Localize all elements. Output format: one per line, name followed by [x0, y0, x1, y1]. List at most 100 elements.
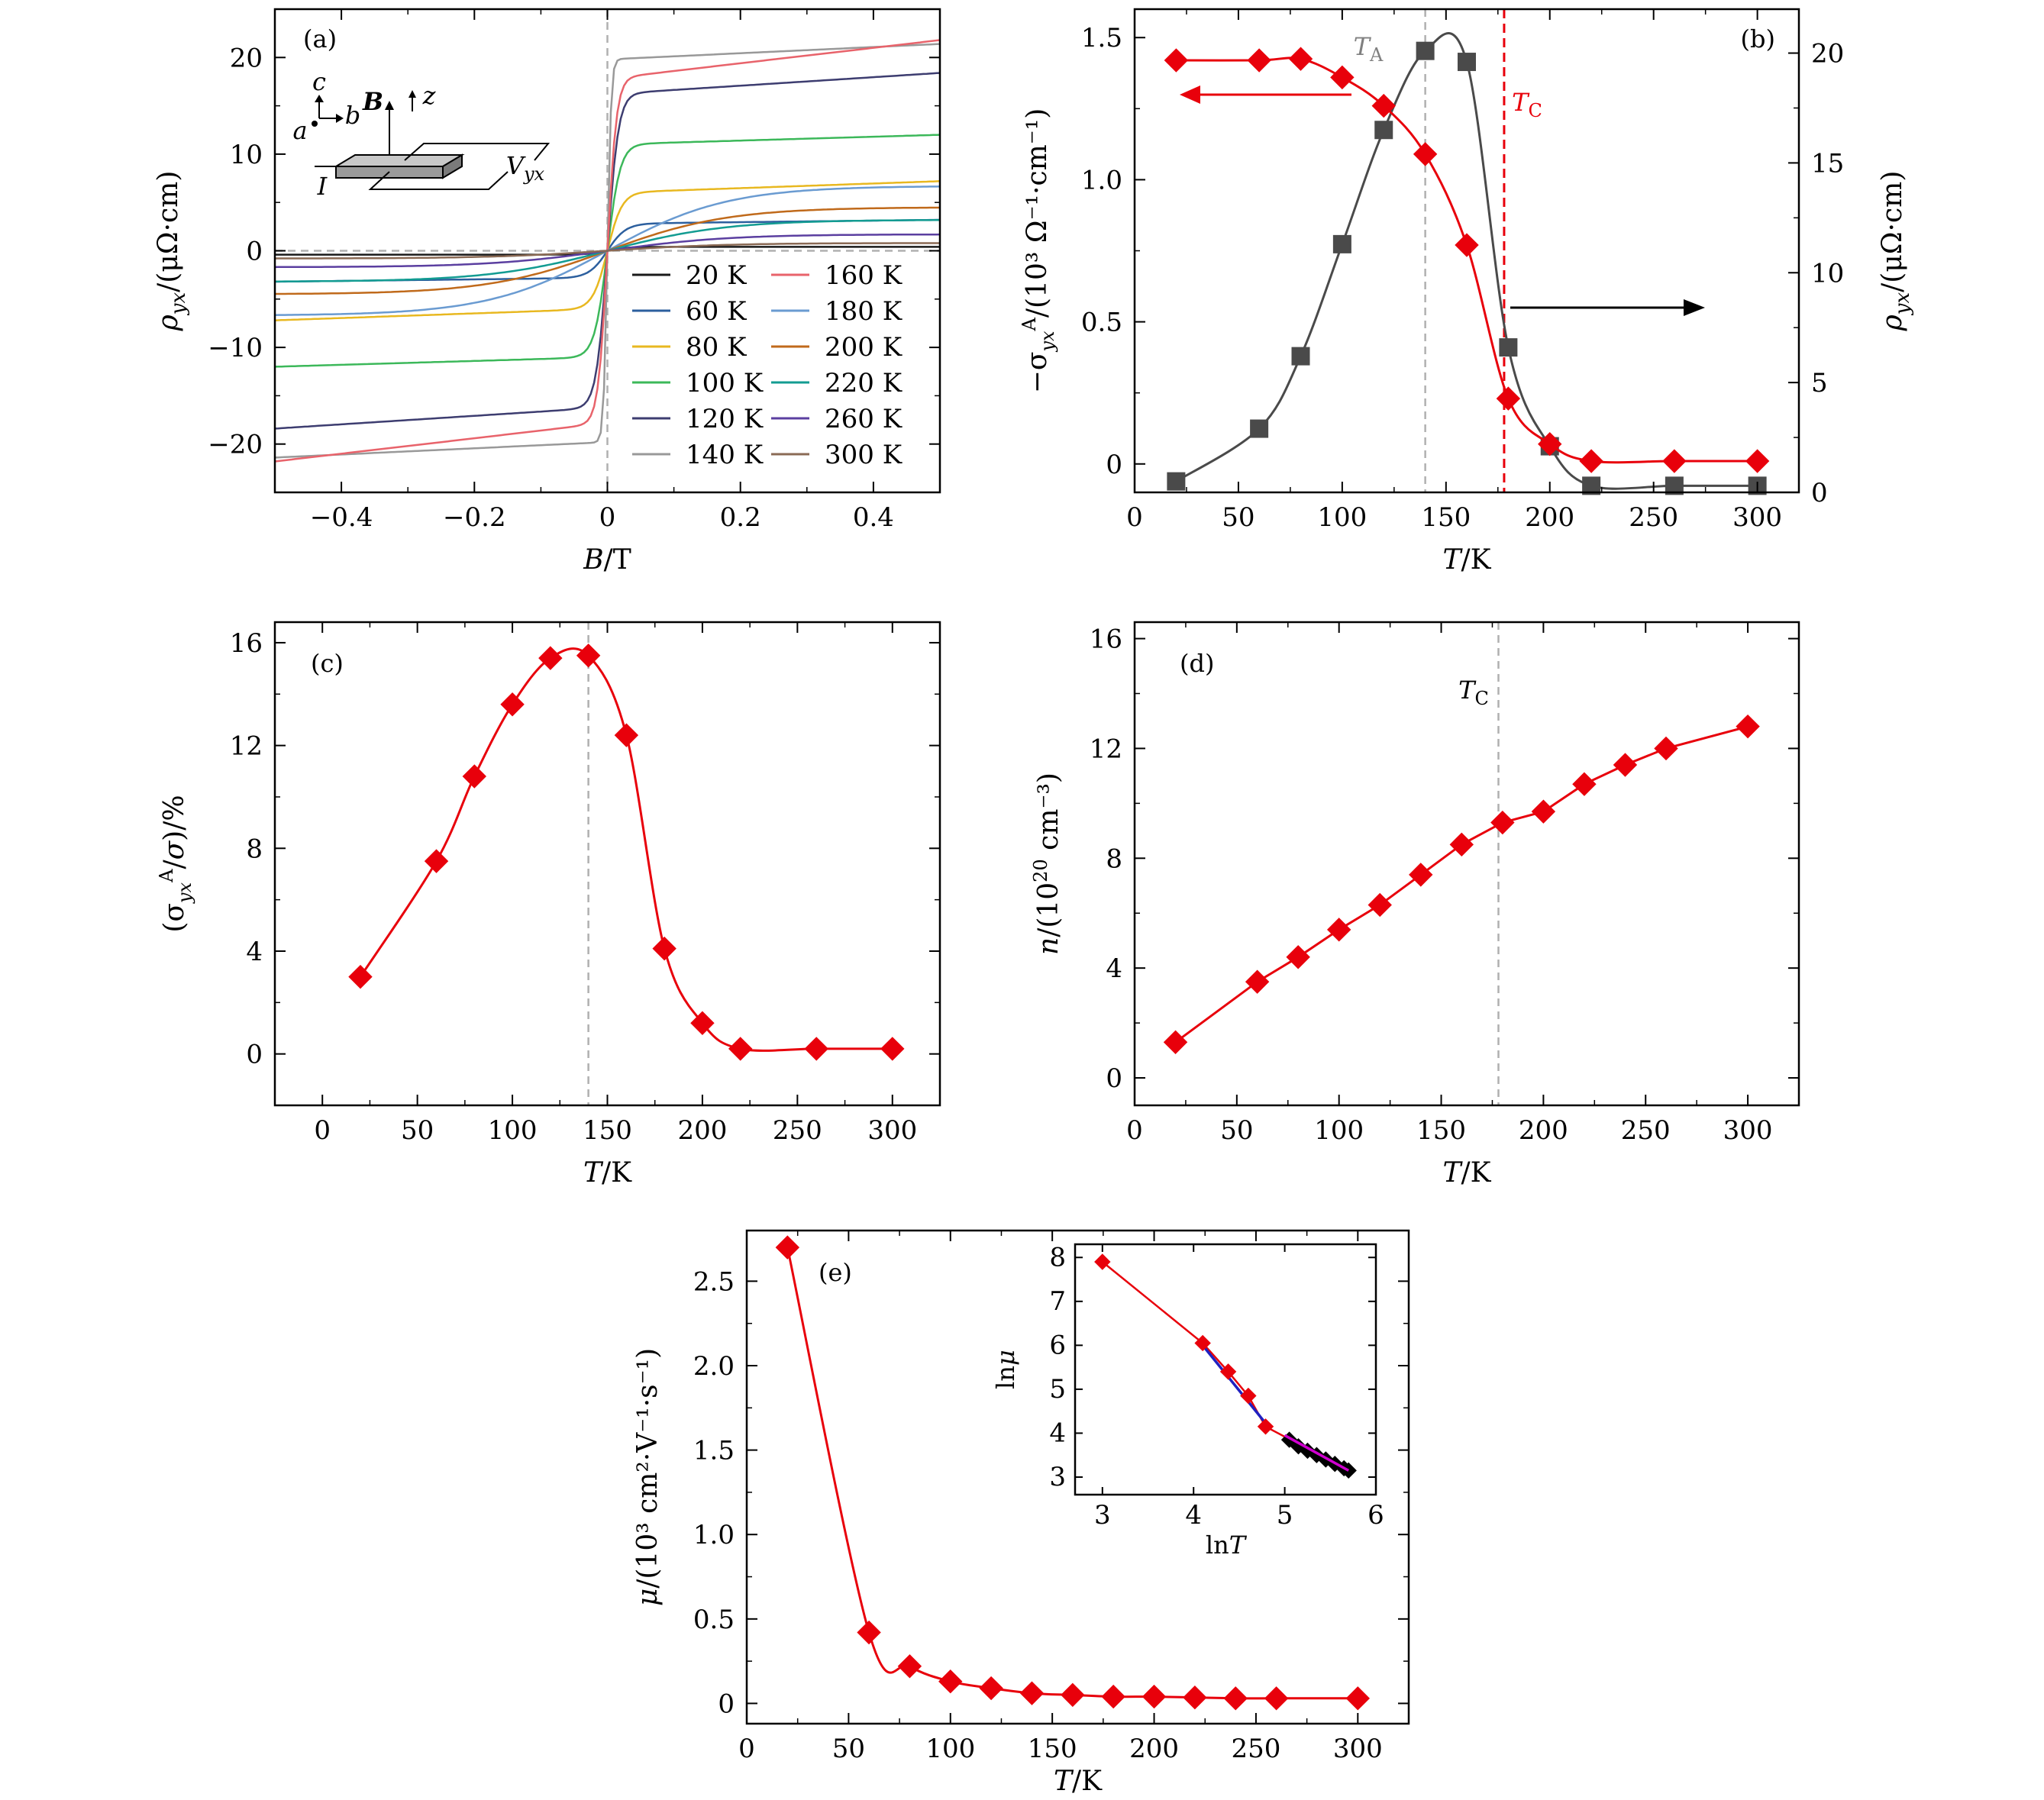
label-part: T: [1054, 1766, 1074, 1797]
legend-label: 180 K: [825, 296, 903, 327]
label-part: /(μΩ·cm): [153, 171, 184, 292]
data-point: [1183, 1685, 1207, 1710]
label-part: cm⁻³): [1033, 773, 1064, 859]
plot-frame: [1133, 621, 1800, 1107]
y-axis-label-right: ρyx/(μΩ·cm): [1877, 171, 1914, 332]
x-tick-label: 250: [773, 1115, 822, 1146]
x-tick-label: 150: [1028, 1734, 1077, 1764]
data-point: [1654, 736, 1678, 761]
axis-letter: a: [292, 116, 307, 145]
x-axis-label: T/K: [1054, 1766, 1103, 1797]
y-tick-label: 16: [230, 628, 263, 659]
x-tick-label: 0.4: [853, 502, 894, 533]
data-point: [1247, 48, 1271, 73]
label-part: V: [506, 151, 526, 180]
y-tick-label: 12: [230, 731, 263, 762]
label-part: 20: [1030, 859, 1051, 882]
label-part: μ: [991, 1350, 1020, 1366]
legend-label: 200 K: [825, 332, 903, 363]
y-tick-label: −10: [208, 333, 263, 363]
label-part: ρ: [153, 315, 184, 331]
y-tick-label: 1.0: [1081, 165, 1122, 195]
axis-letter: b: [345, 101, 360, 130]
label-part: n: [1033, 937, 1064, 955]
inset-x-label: lnT: [1206, 1531, 1248, 1560]
data-point: [1264, 1686, 1289, 1711]
data-point: [576, 644, 601, 668]
label-part: ln: [1206, 1531, 1229, 1560]
data-point: [1164, 48, 1189, 73]
y-tick-label: 0: [246, 237, 263, 267]
x-axis-label: T/K: [583, 1157, 632, 1189]
axis-letter: z: [422, 81, 437, 110]
x-tick-label: 200: [677, 1115, 727, 1146]
data-point: [1579, 449, 1603, 473]
data-point: [1416, 41, 1435, 60]
label-part: T: [1512, 88, 1530, 117]
label-part: ln: [991, 1366, 1020, 1389]
label-part: /K: [602, 1157, 632, 1189]
x-tick-label: 150: [1421, 502, 1471, 533]
arrow-head: [408, 90, 416, 98]
x-tick-label: 300: [867, 1115, 917, 1146]
data-point: [804, 1037, 828, 1061]
label-part: T: [583, 1157, 604, 1189]
arrow-head: [1180, 85, 1200, 104]
x-tick-label: 300: [1732, 502, 1782, 533]
x-axis-label: B/T: [583, 544, 631, 576]
x-tick-label: 0: [314, 1115, 331, 1146]
label-part: /(10³ Ω⁻¹·cm⁻¹): [1022, 108, 1053, 318]
y-tick-label: 12: [1090, 734, 1122, 764]
y-axis-label: μ/(10³ cm²·V⁻¹·s⁻¹): [632, 1348, 664, 1606]
plot-frame: [745, 1229, 1410, 1725]
inset-data-point: [1240, 1387, 1257, 1405]
label-part: B: [583, 544, 603, 576]
series-line: [359, 647, 893, 1052]
slab-top: [333, 154, 465, 167]
y-tick-label: 1.5: [1081, 23, 1122, 53]
label-part: −σ: [1022, 352, 1053, 394]
y-tick-label: 0.5: [1081, 308, 1122, 338]
data-point: [1288, 47, 1313, 71]
inset-data-point: [1290, 1437, 1307, 1455]
axis-letter: I: [317, 172, 328, 201]
panel-d: 0 50 100 150 200 250 3000481216(d)TCT/Kn/(1020…: [1030, 621, 1800, 1189]
label-part: μ: [632, 1589, 664, 1606]
y-tick-label: 2.0: [693, 1351, 735, 1382]
y-tick-label: 1.5: [693, 1436, 735, 1466]
x-tick-label: 100: [1314, 1115, 1364, 1146]
data-point: [1499, 338, 1518, 357]
x-tick-label: 6: [1368, 1500, 1384, 1531]
y-tick-label: 16: [1090, 624, 1122, 655]
x-tick-label: 150: [1416, 1115, 1466, 1146]
y-tick-label: 5: [1049, 1374, 1066, 1405]
x-tick-label: 3: [1094, 1500, 1111, 1531]
data-point: [500, 692, 525, 717]
label-part: ρ: [1877, 315, 1908, 331]
y-tick-label: 15: [1811, 148, 1844, 179]
data-point: [1490, 810, 1515, 835]
label-part: σ: [159, 840, 190, 860]
panel-e: 0 50 100 150 200 250 300 0 0.5 1.0 1.5 2.0 2.5 (e) T/K…: [632, 1229, 1410, 1797]
y-axis-label-left: −σyxA/(10³ Ω⁻¹·cm⁻¹): [1019, 108, 1058, 394]
legend-label: 60 K: [686, 296, 747, 327]
series-group: [275, 39, 940, 463]
data-point: [1572, 772, 1597, 796]
data-point: [1245, 969, 1270, 994]
x-tick-label: 250: [1231, 1734, 1280, 1764]
label-part: /K: [1072, 1766, 1103, 1797]
x-tick-label: 0: [738, 1734, 755, 1764]
x-tick-label: 50: [1222, 502, 1254, 533]
data-point: [1286, 945, 1310, 969]
inset-series-line: [1102, 1261, 1349, 1472]
y-tick-label: −20: [208, 430, 263, 460]
arrow-head: [385, 101, 394, 110]
panel-label: (b): [1741, 24, 1775, 53]
panel-label: (a): [303, 24, 337, 53]
label-part: T: [1458, 676, 1477, 705]
panel-label: (c): [311, 649, 344, 678]
label-part: yx: [523, 163, 545, 185]
voltage-wire-top: [404, 143, 551, 161]
inset-data-point: [1094, 1253, 1111, 1270]
